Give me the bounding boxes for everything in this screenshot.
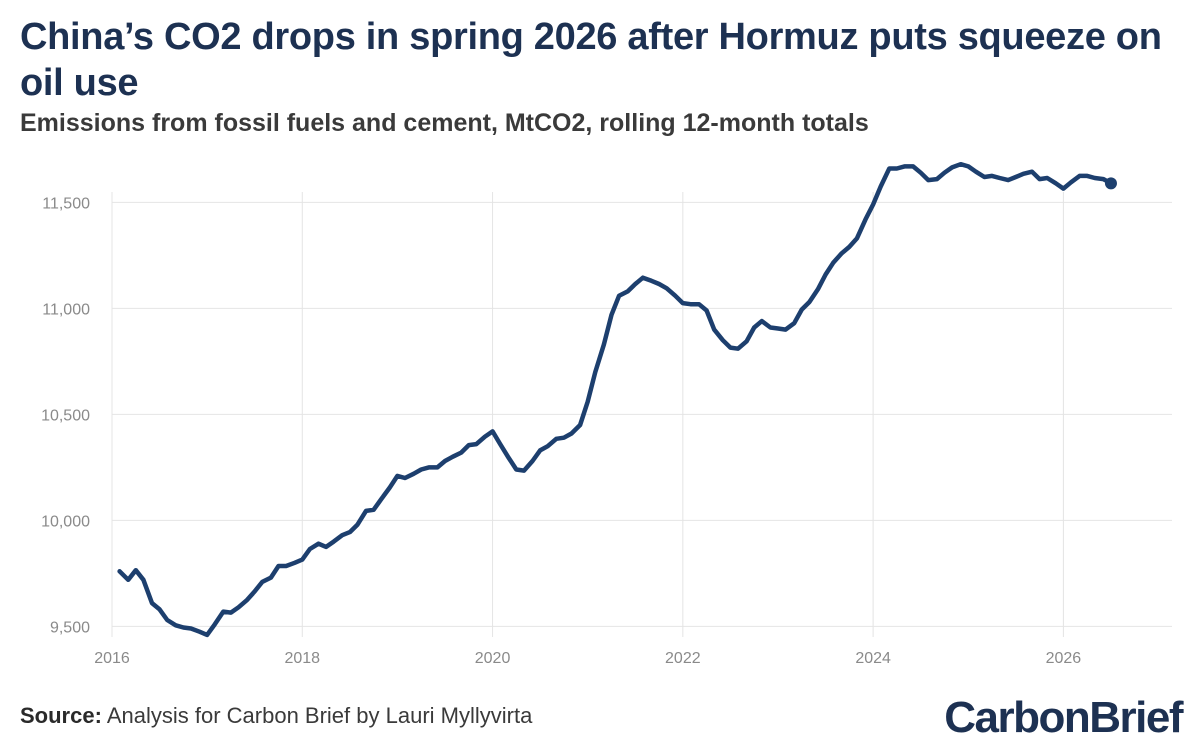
source-note: Source: Analysis for Carbon Brief by Lau… [20,703,532,729]
y-tick-label-11500: 11,500 [42,195,90,212]
horizontal-gridlines [112,201,1172,627]
x-tick-label-2016: 2016 [94,650,130,667]
emissions-series-line [117,161,1114,638]
x-axis-tick-labels: 2016 2018 2020 2022 2024 2026 [94,650,1081,667]
y-tick-label-9500: 9,500 [50,619,90,636]
x-tick-label-2018: 2018 [284,650,320,667]
y-axis-tick-labels: 9,500 10,000 10,500 11,000 11,500 [41,195,90,636]
logo-part1: Carbon [944,693,1091,742]
x-tick-label-2020: 2020 [475,650,511,667]
x-tick-label-2024: 2024 [855,650,891,667]
chart-title: China’s CO2 drops in spring 2026 after H… [20,16,1162,104]
source-text: Analysis for Carbon Brief by Lauri Mylly… [106,703,533,728]
carbon-brief-logo: CarbonBrief [944,692,1183,744]
series-end-marker [1104,177,1117,190]
logo-part2: Brief [1089,693,1183,742]
y-tick-label-10500: 10,500 [41,407,90,424]
y-tick-label-11000: 11,000 [42,301,90,318]
x-tick-label-2022: 2022 [665,650,701,667]
y-tick-label-10000: 10,000 [41,513,90,530]
source-label: Source: [20,703,102,728]
x-tick-label-2026: 2026 [1046,650,1082,667]
chart-subtitle: Emissions from fossil fuels and cement, … [20,109,869,137]
